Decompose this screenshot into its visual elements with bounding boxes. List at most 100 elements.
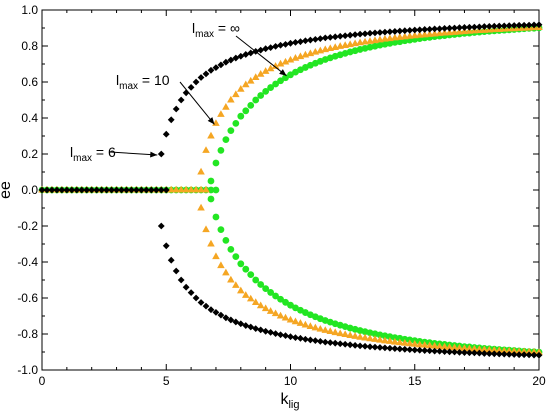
annotation-label: lmax = ∞ <box>192 20 240 40</box>
y-tick-label: -0.8 <box>17 327 38 341</box>
data-point-triangle <box>440 28 449 36</box>
data-point-diamond <box>133 186 140 194</box>
data-point-triangle <box>435 342 444 350</box>
data-point-triangle <box>321 326 330 333</box>
data-point-diamond <box>306 36 314 44</box>
y-tick-label: -0.2 <box>17 219 38 233</box>
data-point-diamond <box>202 70 210 78</box>
data-point-circle <box>217 226 225 234</box>
data-point-triangle <box>197 185 205 193</box>
x-tick-label: 5 <box>163 374 170 388</box>
data-point-diamond <box>421 347 429 354</box>
data-point-diamond <box>262 327 270 335</box>
data-point-diamond <box>391 28 399 35</box>
data-point-triangle <box>520 347 528 355</box>
data-point-diamond <box>277 41 284 49</box>
data-point-diamond <box>341 32 349 40</box>
data-point-circle <box>277 295 284 303</box>
data-point-triangle <box>281 57 290 65</box>
y-tick-label: 0.0 <box>21 183 38 197</box>
data-point-circle <box>287 71 294 79</box>
data-points <box>38 21 543 359</box>
data-point-triangle <box>261 67 270 74</box>
data-point-diamond <box>167 116 175 124</box>
data-point-diamond <box>366 343 374 351</box>
data-point-triangle <box>286 315 295 323</box>
data-point-circle <box>232 120 240 127</box>
data-point-diamond <box>525 351 533 359</box>
data-point-diamond <box>361 342 369 350</box>
data-point-triangle <box>286 55 295 63</box>
data-point-triangle <box>435 29 444 36</box>
data-point-diamond <box>292 334 299 341</box>
data-point-diamond <box>227 56 235 64</box>
data-point-diamond <box>217 311 225 319</box>
data-point-triangle <box>410 340 419 347</box>
data-point-triangle <box>202 225 210 233</box>
data-point-diamond <box>520 351 528 359</box>
data-point-diamond <box>480 350 488 357</box>
y-tick-label: 0.6 <box>21 75 38 89</box>
data-point-circle <box>212 186 220 194</box>
data-point-diamond <box>406 346 414 354</box>
data-point-triangle <box>450 343 459 351</box>
data-point-diamond <box>535 351 543 359</box>
data-point-diamond <box>292 39 299 46</box>
data-point-triangle <box>331 328 340 336</box>
data-point-circle <box>282 298 289 306</box>
data-point-diamond <box>451 348 458 356</box>
data-point-diamond <box>331 339 339 347</box>
data-point-diamond <box>446 24 453 32</box>
data-point-triangle <box>465 344 474 352</box>
data-point-circle <box>222 136 230 144</box>
data-point-triangle <box>202 185 210 193</box>
annotation-arrowhead <box>150 151 158 158</box>
data-point-circle <box>232 253 240 260</box>
data-point-diamond <box>426 347 434 355</box>
data-point-diamond <box>431 347 439 355</box>
data-point-diamond <box>520 21 528 29</box>
data-point-diamond <box>311 35 319 43</box>
data-point-triangle <box>480 345 489 353</box>
data-point-diamond <box>515 351 523 359</box>
data-point-diamond <box>48 186 56 194</box>
data-point-triangle <box>212 252 220 260</box>
annotation-arrowhead <box>279 69 287 76</box>
data-point-diamond <box>346 31 354 39</box>
data-point-triangle <box>485 345 494 353</box>
data-point-circle <box>267 84 275 91</box>
data-point-diamond <box>326 33 334 41</box>
data-point-diamond <box>485 350 493 358</box>
data-point-diamond <box>297 38 304 46</box>
data-point-diamond <box>103 186 111 194</box>
data-point-diamond <box>500 350 508 358</box>
data-point-diamond <box>466 23 473 31</box>
data-point-diamond <box>172 267 180 275</box>
data-point-circle <box>277 77 284 85</box>
data-point-diamond <box>321 338 329 346</box>
data-point-triangle <box>381 336 389 344</box>
data-point-triangle <box>271 62 280 69</box>
data-point-diamond <box>157 186 165 194</box>
data-point-triangle <box>455 343 464 351</box>
data-point-diamond <box>43 186 51 194</box>
data-point-diamond <box>182 89 190 97</box>
x-tick-label: 15 <box>408 374 422 388</box>
data-point-triangle <box>425 30 434 37</box>
data-point-triangle <box>490 346 499 353</box>
data-point-circle <box>247 102 255 109</box>
data-point-diamond <box>257 326 265 334</box>
data-point-triangle <box>261 304 270 312</box>
data-point-triangle <box>271 309 280 317</box>
data-point-triangle <box>415 31 424 38</box>
data-point-triangle <box>207 239 215 247</box>
data-point-diamond <box>138 186 145 194</box>
annotation-arrow-line <box>179 81 215 125</box>
data-point-triangle <box>475 345 484 352</box>
x-axis-label: klig <box>280 391 299 411</box>
data-point-triangle <box>420 340 429 348</box>
data-point-diamond <box>302 37 309 45</box>
data-point-triangle <box>530 348 538 355</box>
y-tick-label: -0.6 <box>17 291 38 305</box>
